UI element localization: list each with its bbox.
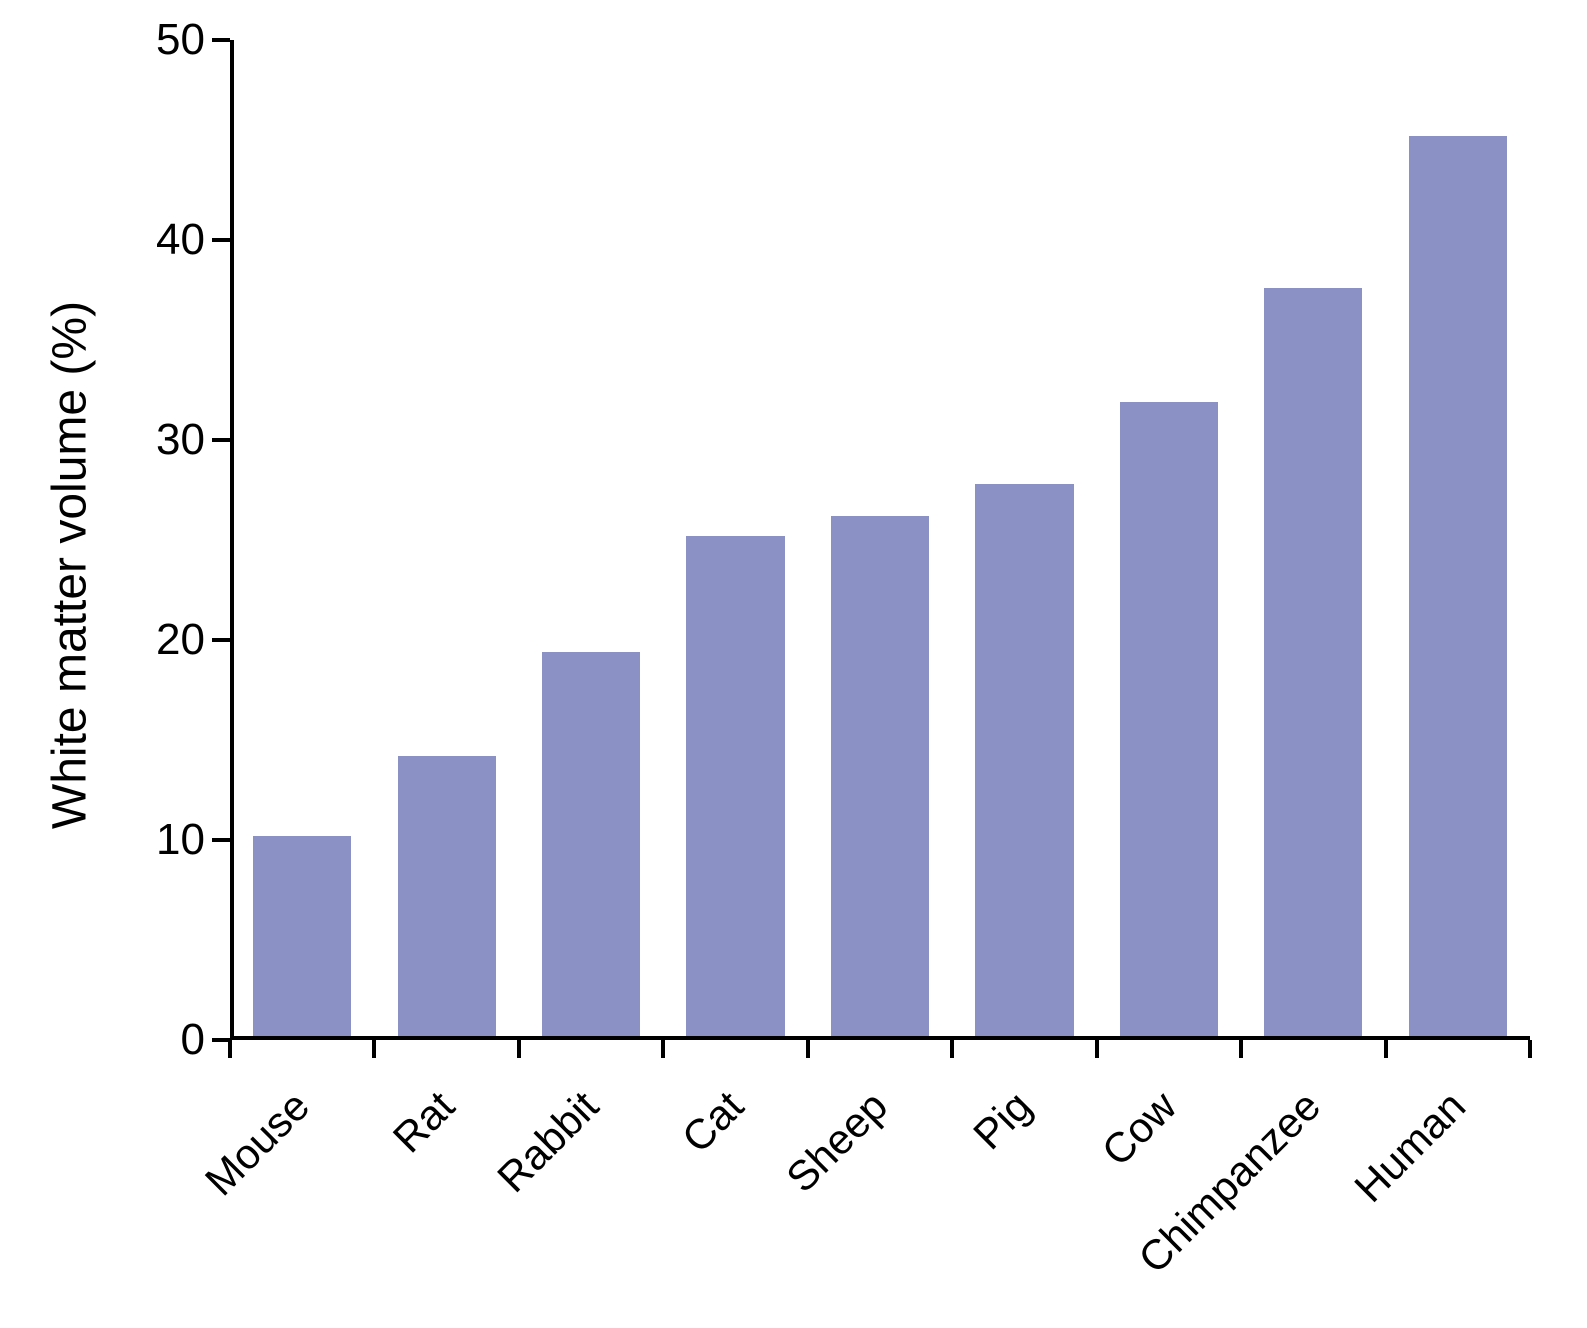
- y-tick: [212, 38, 230, 42]
- x-tick: [372, 1040, 376, 1058]
- bar: [686, 536, 784, 1036]
- y-tick-label: 50: [150, 15, 205, 65]
- bar: [1409, 136, 1507, 1036]
- y-axis-line: [230, 40, 234, 1040]
- bar: [1120, 402, 1218, 1036]
- y-tick: [212, 638, 230, 642]
- x-tick: [1384, 1040, 1388, 1058]
- bar: [253, 836, 351, 1036]
- y-tick-label: 40: [150, 215, 205, 265]
- chart-container: White matter volume (%) 01020304050: [130, 40, 1530, 1090]
- y-axis-label: White matter volume (%): [43, 301, 98, 829]
- x-tick: [950, 1040, 954, 1058]
- bar: [398, 756, 496, 1036]
- bar: [1264, 288, 1362, 1036]
- x-tick: [228, 1040, 232, 1058]
- x-tick: [806, 1040, 810, 1058]
- y-tick-label: 20: [150, 615, 205, 665]
- x-axis-line: [230, 1036, 1530, 1040]
- x-tick: [1239, 1040, 1243, 1058]
- bar: [831, 516, 929, 1036]
- x-tick: [1528, 1040, 1532, 1058]
- y-tick: [212, 838, 230, 842]
- y-tick: [212, 238, 230, 242]
- x-tick: [661, 1040, 665, 1058]
- x-tick: [517, 1040, 521, 1058]
- y-tick-label: 30: [150, 415, 205, 465]
- y-tick-label: 10: [150, 815, 205, 865]
- y-tick: [212, 438, 230, 442]
- x-tick: [1095, 1040, 1099, 1058]
- bar: [542, 652, 640, 1036]
- bar: [975, 484, 1073, 1036]
- y-tick-label: 0: [150, 1015, 205, 1065]
- plot-area: 01020304050: [230, 40, 1530, 1040]
